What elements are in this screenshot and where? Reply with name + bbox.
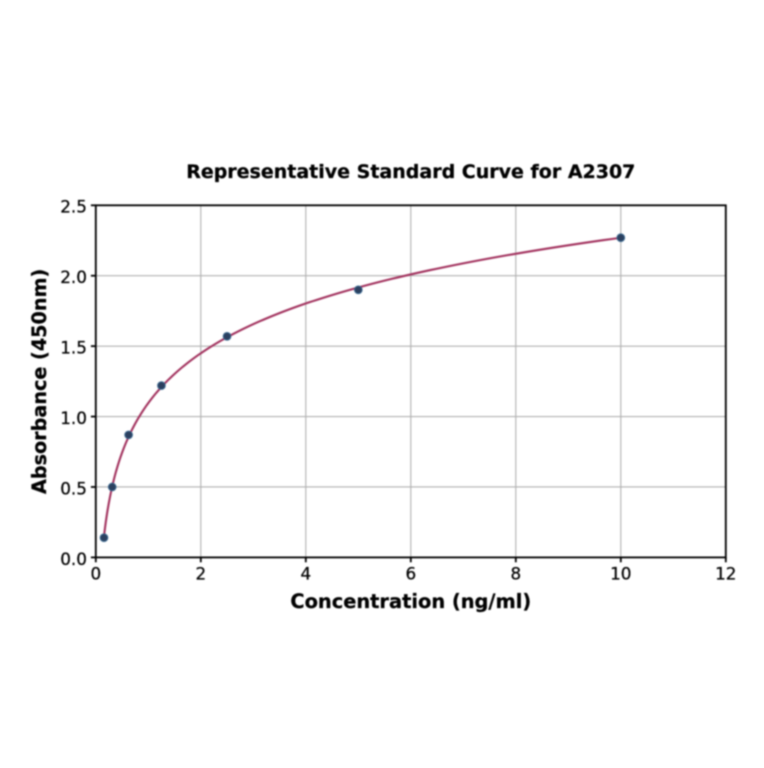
x-tick-label: 6 [405,563,416,583]
data-point [157,381,166,390]
y-tick-label: 2.5 [60,197,87,217]
y-tick-label: 1.0 [60,408,87,428]
y-tick-label: 2.0 [60,267,87,287]
data-point [222,331,232,341]
data-point [124,430,133,440]
fit-curve-line [102,236,621,537]
x-tick-label: 4 [300,563,311,583]
x-tick-label: 2 [195,563,206,583]
tick-layer [90,204,727,563]
data-point [616,233,626,242]
grid-layer [95,204,727,558]
chart-title: Representative Standard Curve for A2307 [186,161,635,183]
y-tick-label: 0.5 [60,478,87,498]
data-point [107,482,117,492]
y-axis-label: Absorbance (450nm) [28,269,51,494]
x-axis-label: Concentration (ng/ml) [290,590,531,613]
x-tick-label: 12 [715,563,736,583]
data-point [99,533,109,542]
axes-frame [94,204,727,559]
tick-label-layer: 0 2 4 6 8 10 12 0.0 0.5 1.0 1.5 2.0 2.5 [60,197,737,584]
data-points-layer [99,233,626,542]
x-tick-label: 8 [510,563,521,583]
y-tick-label: 1.5 [60,337,87,357]
x-tick-label: 0 [90,563,101,583]
x-tick-label: 10 [610,563,631,583]
data-point [354,285,363,295]
y-tick-label: 0.0 [60,549,87,569]
